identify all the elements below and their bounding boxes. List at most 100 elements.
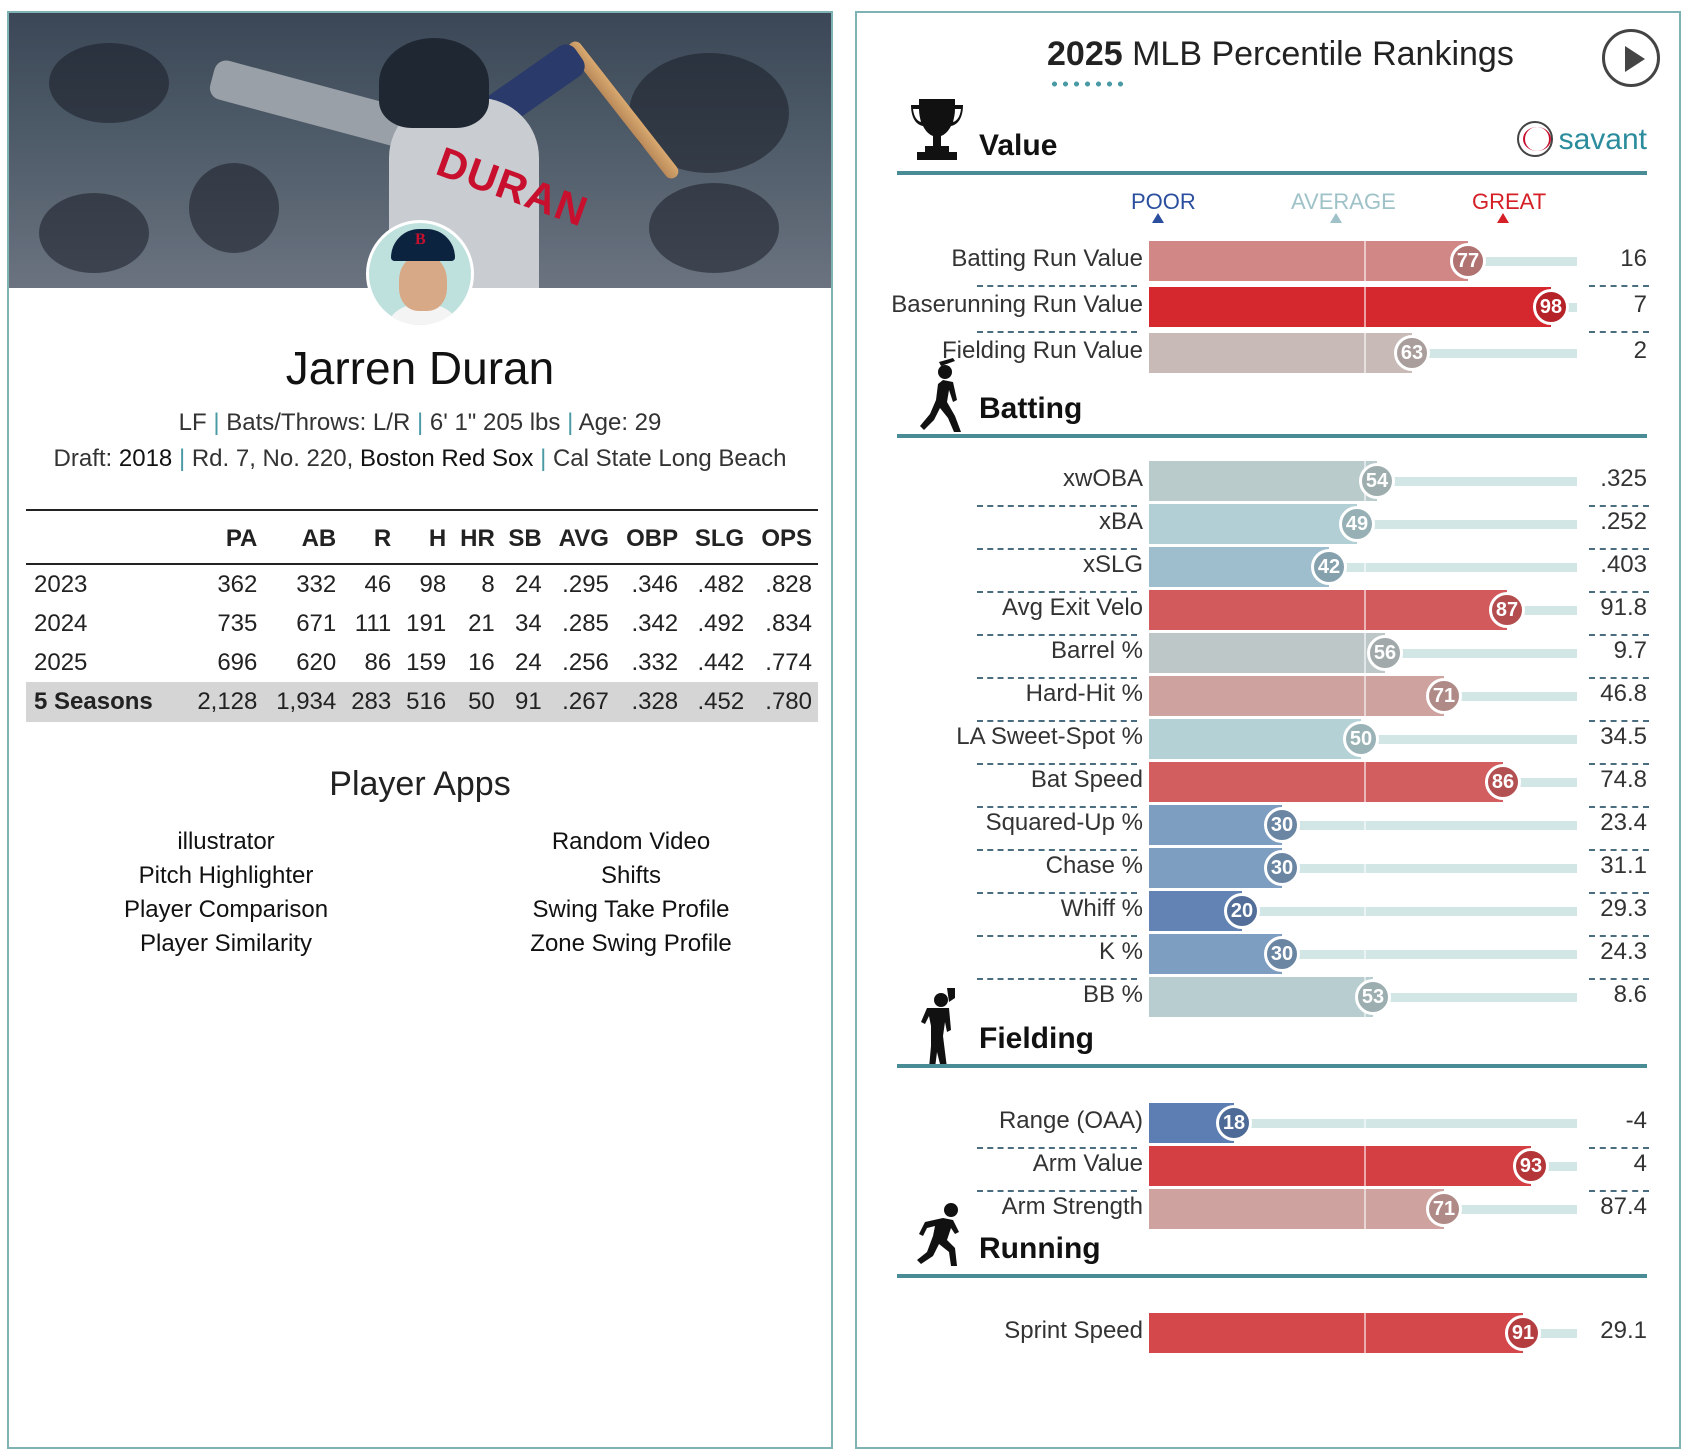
metric-row[interactable]: K % 30 24.3 (857, 934, 1683, 980)
metric-row[interactable]: Bat Speed 86 74.8 (857, 762, 1683, 808)
metric-row[interactable]: Chase % 30 31.1 (857, 848, 1683, 894)
metric-row[interactable]: Hard-Hit % 71 46.8 (857, 676, 1683, 722)
metric-value: 29.1 (1600, 1317, 1647, 1344)
stats-cell: 671 (296, 610, 337, 637)
row-divider (1589, 978, 1649, 980)
row-divider (1589, 720, 1649, 722)
metric-row[interactable]: xwOBA 54 .325 (857, 461, 1683, 507)
stats-total-cell: .780 (750, 682, 818, 722)
row-divider (977, 285, 1137, 287)
row-divider (977, 935, 1137, 937)
percentile-bar (1149, 1146, 1531, 1186)
metric-row[interactable]: BB % 53 8.6 (857, 977, 1683, 1017)
percentile-bar (1149, 287, 1551, 327)
trophy-icon (907, 95, 967, 175)
row-divider (1589, 634, 1649, 636)
metric-row[interactable]: Batting Run Value 77 16 (857, 241, 1683, 287)
metric-row[interactable]: Squared-Up % 30 23.4 (857, 805, 1683, 851)
average-line (1364, 547, 1366, 587)
percentile-bubble: 71 (1426, 678, 1462, 714)
stats-col-header: PA (184, 509, 264, 565)
savant-brand[interactable]: savant (1516, 121, 1647, 157)
stats-col-header: OPS (750, 509, 818, 565)
player-app-link[interactable]: Pitch Highlighter (138, 862, 314, 889)
metric-track (1149, 950, 1577, 959)
player-app-link[interactable]: illustrator (177, 828, 275, 855)
metric-row[interactable]: Sprint Speed 91 29.1 (857, 1313, 1683, 1353)
metric-row[interactable]: Range (OAA) 18 -4 (857, 1103, 1683, 1149)
percentile-bar (1149, 934, 1282, 974)
metric-track (1149, 864, 1577, 873)
stats-cell: 8 (481, 571, 495, 598)
stats-cell: .285 (562, 610, 609, 637)
percentile-bar (1149, 461, 1377, 501)
metric-row[interactable]: xBA 49 .252 (857, 504, 1683, 550)
metric-row[interactable]: Avg Exit Velo 87 91.8 (857, 590, 1683, 636)
player-app-link[interactable]: Random Video (551, 828, 711, 855)
average-line (1364, 676, 1366, 716)
row-divider (1589, 505, 1649, 507)
percentile-bar (1149, 719, 1361, 759)
legend-poor-marker (1152, 213, 1164, 223)
percentile-bubble: 50 (1343, 721, 1379, 757)
section-rule (897, 171, 1647, 175)
stats-cell: 46 (364, 571, 392, 598)
metric-label: Hard-Hit % (1025, 680, 1143, 707)
metric-value: 4 (1633, 1150, 1647, 1177)
row-divider (1589, 331, 1649, 333)
stats-cell: 362 (217, 571, 258, 598)
player-app-link[interactable]: Zone Swing Profile (530, 930, 732, 957)
stats-total-cell: 283 (342, 682, 398, 722)
percentile-bubble: 71 (1426, 1191, 1462, 1227)
percentile-bubble: 56 (1367, 635, 1403, 671)
stats-cell: 332 (296, 571, 337, 598)
stats-cell: 696 (217, 649, 258, 676)
percentile-bubble: 30 (1264, 936, 1300, 972)
stats-total-cell: .452 (684, 682, 751, 722)
metric-label: Avg Exit Velo (1002, 594, 1143, 621)
percentile-bubble: 91 (1505, 1315, 1541, 1351)
stats-total-cell: 5 Seasons (26, 682, 185, 722)
metric-row[interactable]: xSLG 42 .403 (857, 547, 1683, 593)
metric-row[interactable]: Baserunning Run Value 98 7 (857, 287, 1683, 333)
average-line (1364, 762, 1366, 802)
metric-value: 16 (1620, 245, 1647, 272)
stats-cell: 2024 (34, 610, 88, 637)
stats-cell: 24 (515, 649, 542, 676)
stats-total-cell: .328 (614, 682, 685, 722)
section-rule (897, 1274, 1647, 1278)
stats-row: 2023 362 332 46 98 8 24 .295 .346 .482 .828 (26, 564, 818, 604)
metric-row[interactable]: LA Sweet-Spot % 50 34.5 (857, 719, 1683, 765)
stats-total-cell: .267 (547, 682, 615, 722)
metric-value: 34.5 (1600, 723, 1647, 750)
row-divider (977, 978, 1137, 980)
metric-value: 7 (1633, 291, 1647, 318)
player-app-link[interactable]: Shifts (600, 862, 662, 889)
metric-track (1149, 821, 1577, 830)
row-divider (1589, 591, 1649, 593)
metric-row[interactable]: Arm Value 93 4 (857, 1146, 1683, 1192)
metric-label: Range (OAA) (998, 1107, 1143, 1134)
player-size: 6' 1" 205 lbs (429, 409, 561, 436)
metric-row[interactable]: Barrel % 56 9.7 (857, 633, 1683, 679)
percentile-bar (1149, 762, 1503, 802)
metric-track (1149, 563, 1577, 572)
metric-row[interactable]: Arm Strength 71 87.4 (857, 1189, 1683, 1229)
play-button[interactable] (1602, 29, 1660, 87)
stats-row: 2025 696 620 86 159 16 24 .256 .332 .442 .774 (26, 643, 818, 682)
player-app-link[interactable]: Player Similarity (139, 930, 313, 957)
row-divider (1589, 1190, 1649, 1192)
stats-col-header: SB (500, 509, 548, 565)
player-app-link[interactable]: Swing Take Profile (532, 896, 730, 923)
rankings-title-text: MLB Percentile Rankings (1122, 35, 1514, 73)
metric-row[interactable]: Whiff % 20 29.3 (857, 891, 1683, 937)
player-app-link[interactable]: Player Comparison (123, 896, 329, 923)
section-title: Running (979, 1232, 1101, 1265)
draft-pick: Rd. 7, No. 220, (191, 445, 354, 472)
row-divider (977, 677, 1137, 679)
metric-value: 87.4 (1600, 1193, 1647, 1220)
metric-row[interactable]: Fielding Run Value 63 2 (857, 333, 1683, 373)
fielder-icon (907, 988, 967, 1068)
metric-label: Batting Run Value (951, 245, 1143, 272)
stats-cell: .256 (562, 649, 609, 676)
